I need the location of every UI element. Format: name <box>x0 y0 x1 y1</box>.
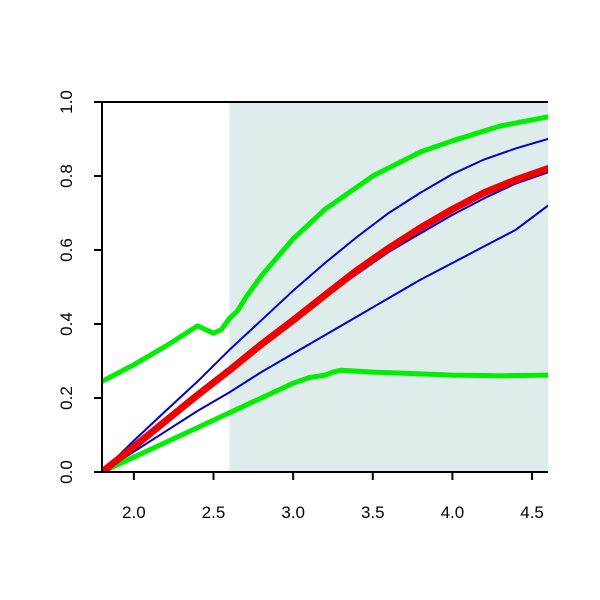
x-tick-label: 2.5 <box>202 503 226 522</box>
series-layer <box>102 114 548 472</box>
series-line-blue-2 <box>102 138 548 472</box>
y-tick-label: 1.0 <box>57 90 76 114</box>
x-tick-label: 3.0 <box>281 503 305 522</box>
y-tick-label: 0.0 <box>57 460 76 484</box>
series-line-green-0 <box>102 114 548 384</box>
shaded-region <box>229 102 548 472</box>
series-line-blue-4 <box>102 204 548 472</box>
axis-layer: 0.0 0.2 0.4 0.6 0.8 1.0 2.0 2.5 3.0 3.5 4.0 4.5 <box>57 90 548 522</box>
y-tick-label: 0.8 <box>57 164 76 188</box>
y-tick-label: 0.2 <box>57 386 76 410</box>
series-line-red-5 <box>102 165 548 472</box>
x-tick-label: 3.5 <box>361 503 385 522</box>
y-tick-label: 0.4 <box>57 312 76 336</box>
series-line-green-1 <box>102 367 548 472</box>
y-tick-label: 0.6 <box>57 238 76 262</box>
x-tick-label: 2.0 <box>122 503 146 522</box>
x-tick-label: 4.5 <box>520 503 544 522</box>
x-tick-label: 4.0 <box>441 503 465 522</box>
